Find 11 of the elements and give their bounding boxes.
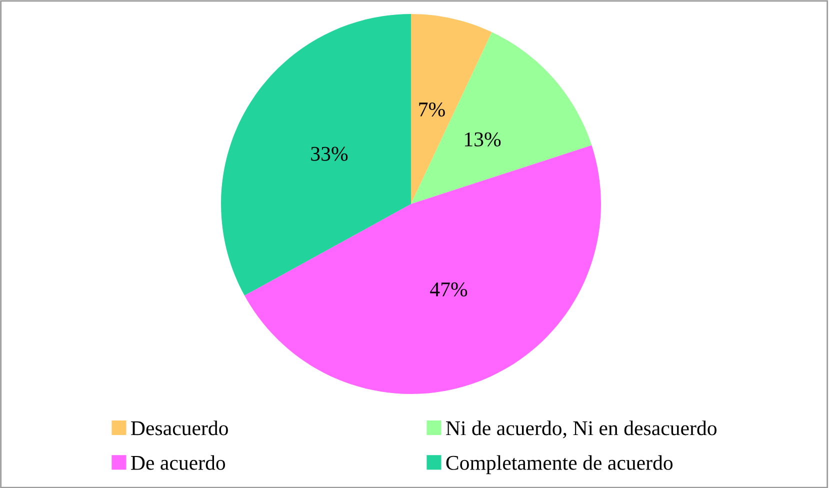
legend-label: Ni de acuerdo, Ni en desacuerdo: [446, 420, 717, 438]
data-label: 7%: [419, 102, 445, 117]
legend-label: Completamente de acuerdo: [446, 455, 673, 474]
legend-label: De acuerdo: [131, 455, 226, 470]
pie-slice: [411, 32, 592, 204]
data-label: 47%: [430, 282, 468, 296]
pie-slice: [244, 145, 602, 394]
pie-slice: [221, 14, 412, 296]
data-label: 33%: [311, 146, 348, 161]
data-label: 13%: [465, 132, 501, 146]
legend-label: Desacuerdo: [131, 420, 228, 436]
